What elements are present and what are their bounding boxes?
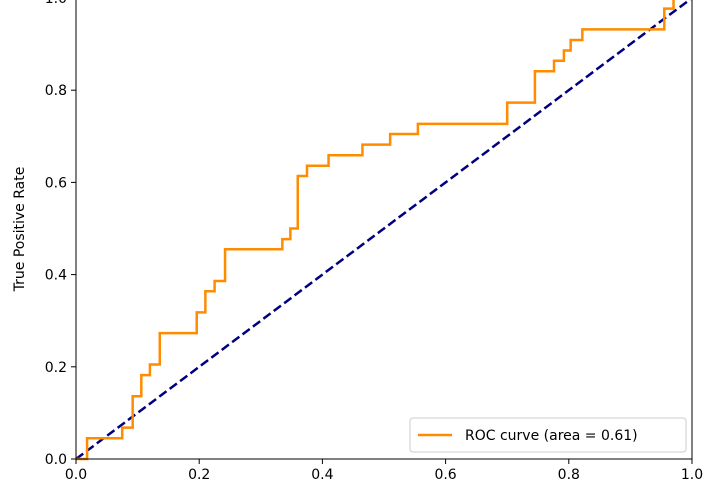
- x-tick-label: 0.0: [65, 467, 87, 480]
- y-tick-label: 1.0: [45, 0, 67, 7]
- legend-label-roc-curve: ROC curve (area = 0.61): [465, 428, 638, 444]
- y-tick-label: 0.4: [45, 268, 67, 284]
- legend: ROC curve (area = 0.61): [409, 417, 687, 453]
- y-axis: 0.0 0.2 0.4 0.6 0.8 1.0: [45, 0, 76, 468]
- x-tick-label: 0.4: [311, 467, 333, 480]
- plot-area: [75, 0, 693, 461]
- x-tick-label: 0.2: [188, 467, 210, 480]
- y-tick-label: 0.0: [45, 452, 67, 468]
- roc-curve-line: [76, 0, 675, 461]
- y-tick-label: 0.8: [45, 83, 67, 99]
- legend-box: [409, 417, 687, 453]
- x-axis: 0.0 0.2 0.4 0.6 0.8 1.0: [65, 459, 703, 480]
- y-axis-label: True Positive Rate: [12, 167, 28, 293]
- x-tick-label: 0.6: [434, 467, 456, 480]
- plot-frame: [75, 0, 693, 460]
- random-baseline-line: [75, 0, 692, 461]
- y-tick-label: 0.2: [45, 360, 67, 376]
- x-tick-label: 0.8: [558, 467, 580, 480]
- y-tick-label: 0.6: [45, 175, 67, 191]
- x-tick-label: 1.0: [681, 467, 703, 480]
